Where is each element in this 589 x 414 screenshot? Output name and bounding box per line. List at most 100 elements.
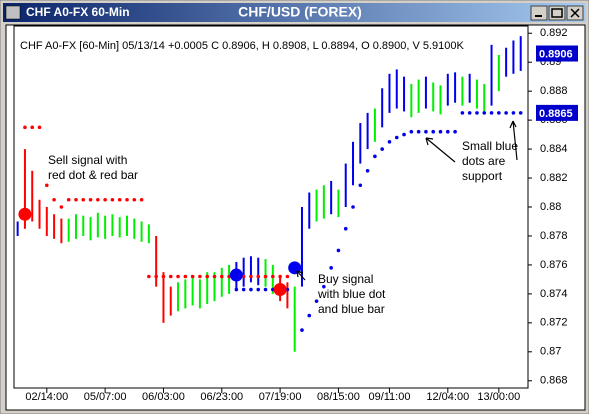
maximize-glyph bbox=[551, 8, 563, 18]
y-tick-label: 0.878 bbox=[540, 230, 568, 242]
x-tick-label: 05/07:00 bbox=[84, 391, 127, 403]
stop-dot bbox=[482, 111, 487, 115]
stop-dot bbox=[125, 197, 129, 202]
stop-dot bbox=[424, 129, 428, 134]
stop-dot bbox=[205, 274, 210, 279]
stop-dot bbox=[351, 205, 355, 209]
stop-dot bbox=[329, 266, 333, 270]
y-tick-label: 0.892 bbox=[540, 27, 568, 39]
stop-dot bbox=[504, 111, 508, 115]
x-tick-label: 13/00:00 bbox=[477, 391, 520, 403]
stop-dot bbox=[256, 274, 261, 279]
stop-dot bbox=[475, 111, 479, 115]
annotation: Buy signal bbox=[318, 272, 373, 286]
stop-dot bbox=[394, 135, 399, 140]
stop-dot bbox=[52, 197, 56, 202]
stop-dot bbox=[103, 197, 107, 202]
y-tick-label: 0.888 bbox=[540, 85, 568, 97]
chart-title: CHF/USD (FOREX) bbox=[238, 4, 362, 20]
stop-dot bbox=[256, 287, 261, 292]
stop-dot bbox=[460, 111, 465, 115]
y-tick-label: 0.87 bbox=[540, 346, 561, 358]
stop-dot bbox=[402, 132, 406, 137]
minimize-button[interactable] bbox=[530, 5, 548, 21]
stop-dot bbox=[190, 274, 195, 279]
x-tick-label: 07/19:00 bbox=[259, 391, 302, 403]
stop-dot bbox=[132, 197, 137, 202]
stop-dot bbox=[271, 274, 275, 279]
stop-dot bbox=[154, 274, 158, 279]
price-label-box bbox=[536, 104, 578, 121]
stop-dot bbox=[59, 205, 64, 209]
y-tick-label: 0.874 bbox=[540, 288, 568, 300]
y-tick-label: 0.876 bbox=[540, 259, 568, 271]
stop-dot bbox=[511, 111, 516, 115]
stop-dot bbox=[387, 140, 392, 144]
annotation: Sell signal with bbox=[48, 153, 127, 167]
stop-dot bbox=[212, 274, 217, 279]
stop-dot bbox=[438, 129, 443, 134]
stop-dot bbox=[168, 274, 173, 279]
stop-dot bbox=[241, 287, 246, 292]
stop-dot bbox=[96, 197, 100, 202]
price-label-box bbox=[536, 45, 578, 62]
annotation: red dot & red bar bbox=[48, 168, 138, 182]
stop-dot bbox=[446, 129, 450, 134]
x-tick-label: 06/23:00 bbox=[200, 391, 243, 403]
stop-dot bbox=[74, 197, 78, 202]
stop-dot bbox=[431, 129, 436, 134]
arrow bbox=[296, 270, 306, 281]
stop-dot bbox=[161, 274, 166, 279]
stop-dot bbox=[467, 111, 472, 115]
stop-dot bbox=[343, 226, 348, 231]
stop-dot bbox=[416, 129, 421, 134]
stop-dot bbox=[183, 274, 188, 279]
annotation: Small blue bbox=[462, 139, 518, 153]
stop-dot bbox=[81, 197, 86, 202]
stop-dot bbox=[176, 274, 180, 279]
stop-dot bbox=[30, 125, 35, 130]
y-tick-label: 0.882 bbox=[540, 172, 568, 184]
x-tick-label: 02/14:00 bbox=[25, 391, 68, 403]
signal-dot bbox=[273, 283, 287, 297]
window-buttons[interactable] bbox=[530, 5, 584, 21]
plot-frame bbox=[13, 25, 529, 389]
annotation: and blue bar bbox=[318, 302, 385, 316]
annotation: dots are bbox=[462, 154, 506, 168]
price-label: 0.8865 bbox=[539, 108, 573, 120]
stop-dot bbox=[300, 328, 304, 332]
x-tick-label: 09/11:00 bbox=[368, 391, 410, 403]
y-tick-label: 0.884 bbox=[540, 143, 568, 155]
stop-dot bbox=[336, 248, 341, 253]
arrow bbox=[425, 137, 456, 163]
stop-dot bbox=[518, 111, 523, 115]
signal-dot bbox=[229, 268, 243, 282]
x-tick-label: 08/15:00 bbox=[317, 391, 360, 403]
window-title: CHF A0-FX 60-Min bbox=[26, 5, 130, 19]
price-label: 0.8906 bbox=[539, 48, 573, 60]
stop-dot bbox=[263, 274, 268, 279]
stop-dot bbox=[147, 274, 151, 279]
stop-dot bbox=[117, 197, 122, 202]
stop-dot bbox=[198, 274, 202, 279]
stop-dot bbox=[263, 287, 268, 292]
signal-dot bbox=[18, 207, 32, 221]
y-tick-label: 0.868 bbox=[540, 375, 568, 387]
stop-dot bbox=[322, 284, 326, 289]
y-tick-label: 0.88 bbox=[540, 201, 561, 213]
arrow bbox=[509, 120, 518, 161]
annotation: with blue dot bbox=[317, 287, 386, 301]
stop-dot bbox=[139, 197, 144, 202]
x-tick-label: 12/04:00 bbox=[426, 391, 469, 403]
stop-dot bbox=[409, 129, 414, 134]
stop-dot bbox=[358, 183, 363, 188]
stop-dot bbox=[314, 299, 319, 303]
stop-dot bbox=[110, 197, 115, 202]
stop-dot bbox=[278, 274, 282, 279]
stop-dot bbox=[365, 169, 370, 173]
stop-dot bbox=[453, 129, 457, 134]
stop-dot bbox=[249, 274, 253, 279]
